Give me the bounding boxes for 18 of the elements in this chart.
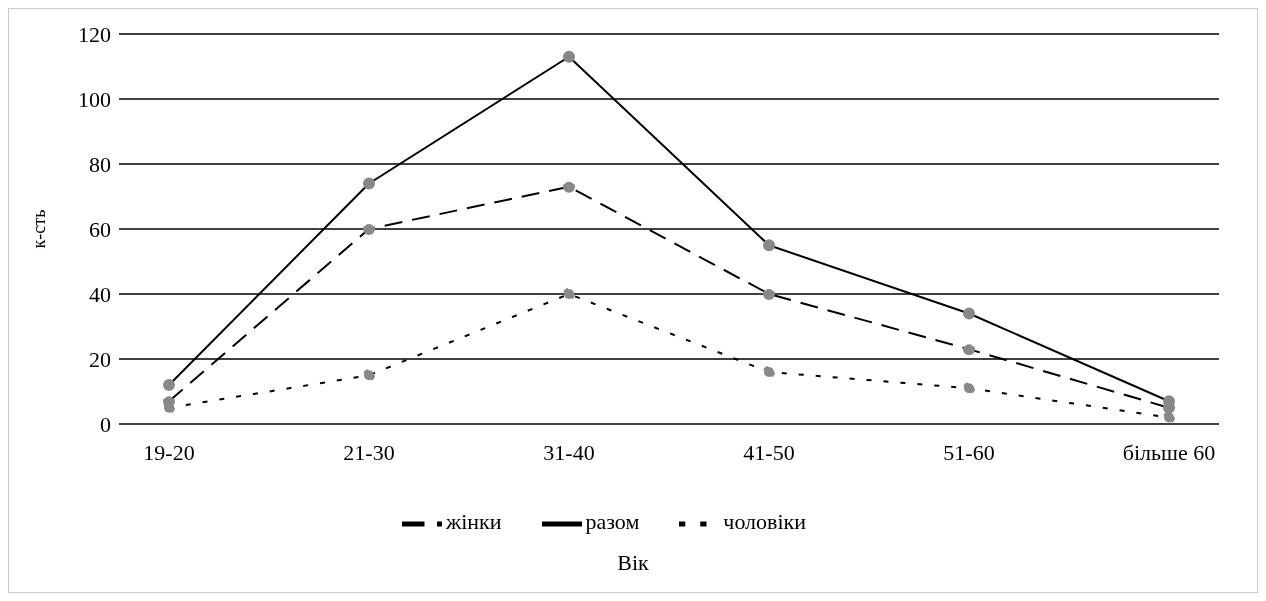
legend-label: жінки xyxy=(445,509,502,535)
x-tick-label: 41-50 xyxy=(743,439,795,465)
x-tick-label: 21-30 xyxy=(343,439,395,465)
y-axis-title: к-сть xyxy=(29,209,50,249)
y-tick-label: 20 xyxy=(89,346,111,372)
x-tick-label: 19-20 xyxy=(143,439,195,465)
x-tick-label: 51-60 xyxy=(943,439,995,465)
y-tick-label: 120 xyxy=(78,21,111,47)
legend-label: чоловіки xyxy=(723,509,807,535)
x-tick-label: 31-40 xyxy=(543,439,595,465)
y-tick-label: 60 xyxy=(89,216,111,242)
x-tick-label: більше 60 xyxy=(1122,439,1216,465)
y-tick-label: 80 xyxy=(89,151,111,177)
y-tick-label: 0 xyxy=(100,411,111,437)
legend-label: разом xyxy=(585,509,640,535)
x-axis-title: Вік xyxy=(616,550,650,576)
y-tick-label: 100 xyxy=(78,86,111,112)
y-tick-label: 40 xyxy=(89,281,111,307)
